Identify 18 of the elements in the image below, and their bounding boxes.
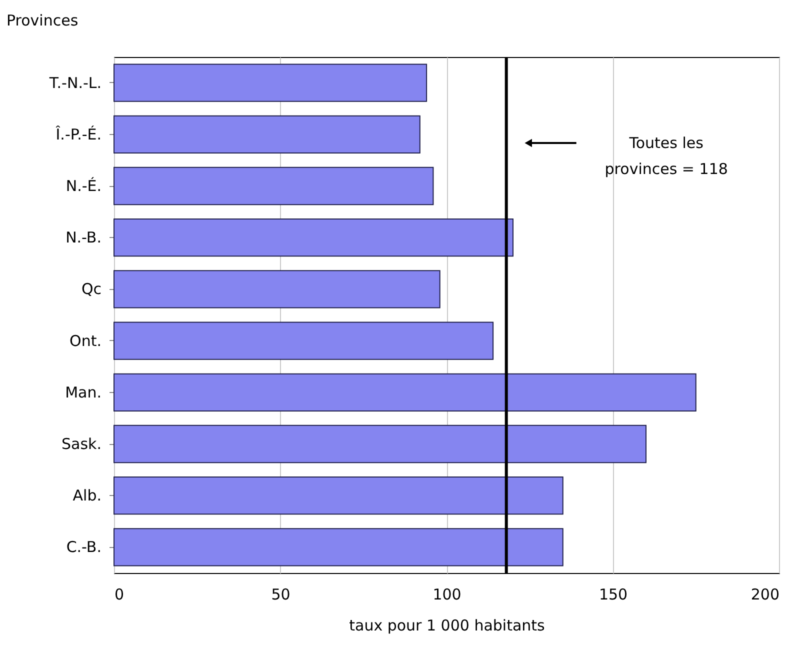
y-tick-label: Alb. [72,486,102,505]
x-tick-label: 200 [750,586,780,604]
y-tick-label: Î.-P.-É. [54,125,102,144]
x-axis-title: taux pour 1 000 habitants [349,616,546,634]
x-tick-label: 50 [271,586,290,604]
y-tick-label: N.-B. [66,228,102,247]
x-tick-label: 0 [114,586,124,604]
x-tick-label: 100 [432,586,462,604]
y-tick-label: N.-É. [66,177,102,195]
y-tick-label: Qc [81,280,102,298]
ref-line-label: Toutes les provinces = 118 [604,134,728,178]
y-tick-label: T.-N.-L. [48,74,102,92]
y-tick-label: Sask. [62,435,102,453]
y-tick-label: Ont. [70,332,102,350]
y-tick-label: Man. [65,383,102,402]
y-tick-label: C.-B. [66,538,102,556]
y-axis-title: Provinces [6,12,78,30]
x-tick-label: 150 [598,586,628,604]
